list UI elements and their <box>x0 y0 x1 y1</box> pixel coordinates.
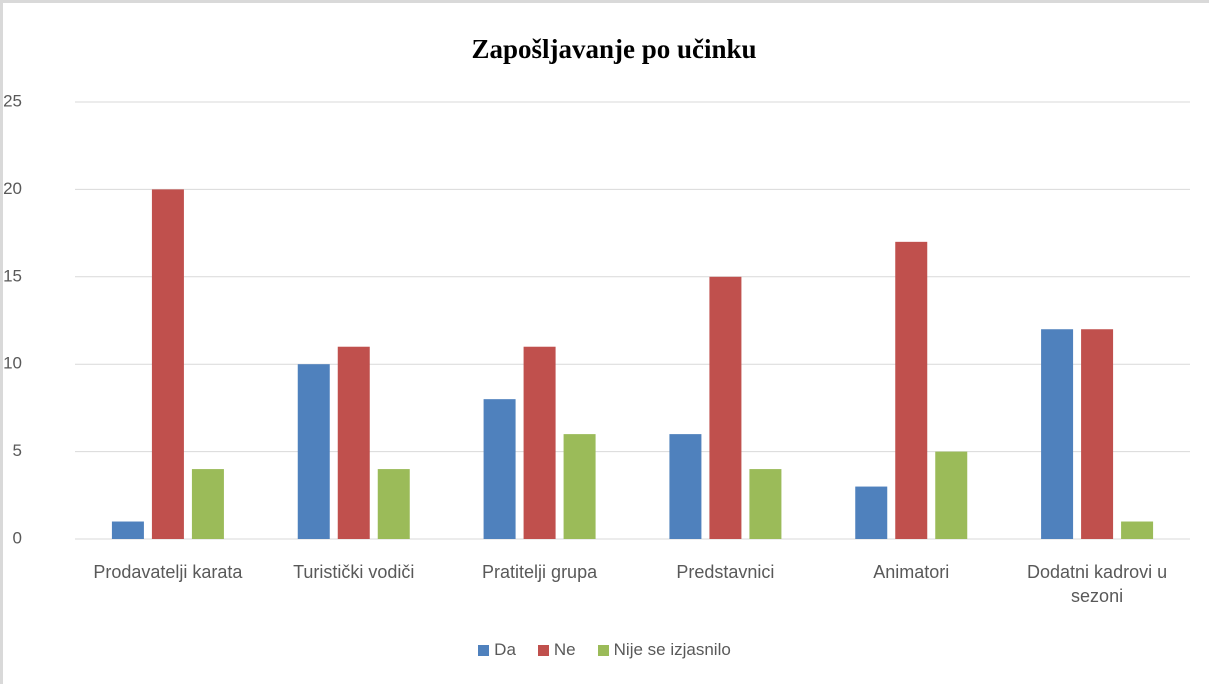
legend-label: Da <box>494 640 516 659</box>
x-tick-label: Dodatni kadrovi u sezoni <box>1027 562 1168 606</box>
bar <box>483 399 516 539</box>
y-tick-label: 15 <box>3 266 22 285</box>
y-tick-label: 10 <box>3 354 22 373</box>
legend-swatch <box>537 644 549 656</box>
bar <box>151 189 184 539</box>
bar <box>1121 521 1154 539</box>
legend-label: Ne <box>553 640 576 659</box>
chart-title: Zapošljavanje po učinku <box>471 34 756 64</box>
bar <box>563 434 596 539</box>
legend-label: Nije se izjasnilo <box>613 640 731 659</box>
bar <box>337 346 370 539</box>
bar <box>895 241 928 539</box>
bar <box>709 276 742 539</box>
x-tick-label: Prodavatelji karata <box>93 562 243 582</box>
x-tick-label: Animatori <box>873 562 950 582</box>
y-tick-label: 5 <box>13 441 22 460</box>
bar <box>297 364 330 539</box>
bar <box>1081 329 1114 539</box>
bar <box>191 469 224 539</box>
x-tick-label: Predstavnici <box>676 562 775 582</box>
bar <box>377 469 410 539</box>
bar <box>669 434 702 539</box>
legend-item: Nije se izjasnilo <box>597 640 731 660</box>
legend: Da Ne Nije se izjasnilo <box>0 640 1209 660</box>
legend-item: Ne <box>537 640 576 660</box>
bar <box>111 521 144 539</box>
y-tick-label: 25 <box>3 91 22 110</box>
x-tick-label: Pratitelji grupa <box>482 562 598 582</box>
legend-swatch <box>597 644 609 656</box>
bar <box>855 486 888 539</box>
bar <box>935 451 968 539</box>
bar <box>749 469 782 539</box>
y-tick-label: 0 <box>13 528 22 547</box>
bar <box>523 346 556 539</box>
bar <box>1041 329 1074 539</box>
legend-item: Da <box>478 640 516 660</box>
y-tick-label: 20 <box>3 179 22 198</box>
legend-swatch <box>478 644 490 656</box>
x-tick-label: Turistički vodiči <box>293 562 415 582</box>
